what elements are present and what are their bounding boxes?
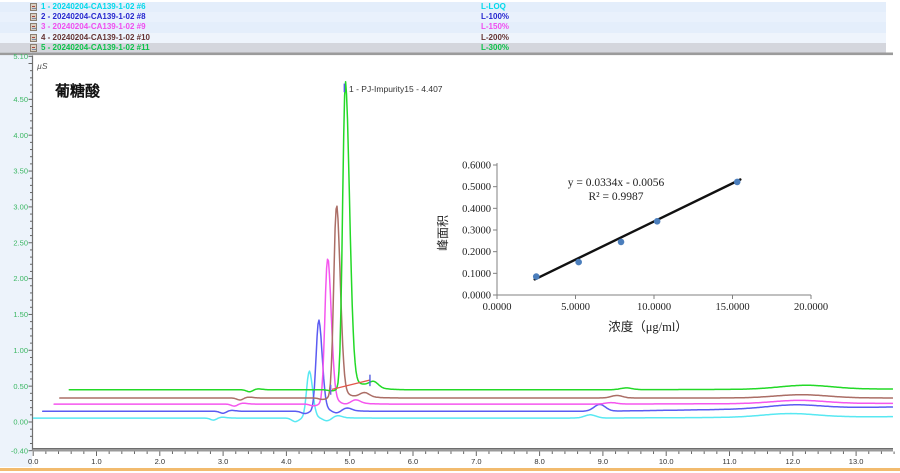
legend-level-label: L-100% — [481, 12, 510, 22]
svg-text:13.0: 13.0 — [849, 457, 864, 466]
svg-text:4.00: 4.00 — [13, 131, 28, 140]
svg-text:0.4000: 0.4000 — [462, 204, 491, 215]
svg-text:5.0: 5.0 — [344, 457, 354, 466]
legend-sample-name: 5 - 20240204-CA139-1-02 #11 — [41, 42, 150, 52]
compound-title: 葡糖酸 — [54, 82, 101, 100]
calibration-point — [575, 258, 582, 266]
svg-text:0.0000: 0.0000 — [483, 302, 512, 313]
trace-l-loq — [33, 370, 893, 423]
svg-text:9.0: 9.0 — [598, 457, 608, 466]
chromatogram-traces — [33, 80, 893, 423]
chromatogram-file-icon — [30, 33, 37, 42]
svg-text:0.50: 0.50 — [13, 382, 28, 391]
svg-text:15.0000: 15.0000 — [715, 302, 749, 313]
legend-row-3[interactable]: 3 - 20240204-CA139-1-02 #9 L-150% — [0, 22, 886, 33]
svg-text:3.00: 3.00 — [13, 203, 28, 212]
calibration-axes: 0.0000 0.1000 0.2000 0.3000 0.4000 0.5000 0.60… — [462, 161, 828, 314]
svg-text:0.0: 0.0 — [28, 457, 38, 466]
svg-text:-0.40: -0.40 — [11, 446, 28, 455]
svg-text:6.0: 6.0 — [408, 457, 418, 466]
calibration-data — [532, 178, 742, 281]
svg-text:4.50: 4.50 — [13, 95, 28, 104]
calibration-equation: y = 0.0334x - 0.0056 — [568, 177, 665, 189]
svg-text:0.6000: 0.6000 — [462, 161, 491, 172]
svg-text:5.0000: 5.0000 — [561, 302, 590, 313]
chromatogram-file-icon — [30, 43, 37, 52]
svg-text:2.50: 2.50 — [13, 238, 28, 247]
svg-text:0.1000: 0.1000 — [462, 269, 491, 280]
legend-sample-name: 4 - 20240204-CA139-1-02 #10 — [41, 32, 150, 42]
legend-level-label: L-200% — [481, 32, 510, 42]
calibration-point — [653, 218, 661, 225]
svg-text:3.0: 3.0 — [218, 457, 228, 466]
calibration-y-axis-title: 峰面积 — [436, 215, 450, 251]
peak-annotation: 1 - PJ-Impurity15 - 4.407 — [349, 84, 443, 94]
chromatogram-plot[interactable]: 5.10 4.50 4.00 3.50 3.00 2.50 2.00 1.50 1.00 0.50… — [0, 52, 900, 473]
calibration-curve-inset[interactable]: 0.0000 0.1000 0.2000 0.3000 0.4000 0.5000 0.60… — [433, 150, 863, 354]
svg-text:0.00: 0.00 — [13, 418, 28, 427]
window-bottom-edge — [0, 468, 900, 471]
legend-sample-name: 2 - 20240204-CA139-1-02 #8 — [41, 12, 146, 22]
peak-integration-markers — [330, 83, 371, 395]
chromatogram-file-icon — [30, 3, 37, 11]
svg-text:8.0: 8.0 — [534, 457, 544, 466]
legend-sample-name: 1 - 20240204-CA139-1-02 #6 — [41, 2, 146, 11]
svg-text:2.0: 2.0 — [155, 457, 165, 466]
calibration-point — [617, 238, 625, 246]
svg-text:1.0: 1.0 — [91, 457, 101, 466]
chromatogram-file-icon — [30, 23, 37, 32]
svg-text:0.3000: 0.3000 — [462, 226, 491, 237]
legend-row-1[interactable]: 1 - 20240204-CA139-1-02 #6 L-LOQ — [0, 2, 886, 13]
legend-row-4[interactable]: 4 - 20240204-CA139-1-02 #10 L-200% — [0, 32, 886, 43]
legend-level-label: L-300% — [481, 42, 510, 52]
svg-text:2.00: 2.00 — [13, 274, 28, 283]
trendline — [533, 178, 742, 281]
svg-text:5.10: 5.10 — [13, 52, 28, 61]
legend-row-2[interactable]: 2 - 20240204-CA139-1-02 #8 L-100% — [0, 12, 886, 23]
svg-text:0.5000: 0.5000 — [462, 182, 491, 193]
chromatogram-file-icon — [30, 13, 37, 22]
trace-l-200% — [59, 205, 893, 401]
svg-text:0.2000: 0.2000 — [462, 247, 491, 258]
trace-l-150% — [53, 258, 893, 407]
svg-text:3.50: 3.50 — [13, 167, 28, 176]
sample-legend: 1 - 20240204-CA139-1-02 #6 L-LOQ 2 - 20240… — [0, 0, 886, 53]
legend-row-5[interactable]: 5 - 20240204-CA139-1-02 #11 L-300% — [0, 42, 886, 53]
legend-sample-name: 3 - 20240204-CA139-1-02 #9 — [41, 22, 146, 32]
svg-text:7.0: 7.0 — [471, 457, 481, 466]
svg-text:20.0000: 20.0000 — [794, 302, 828, 313]
calibration-point — [532, 273, 540, 280]
y-axis-unit-label: µS — [37, 61, 48, 71]
svg-text:4.0: 4.0 — [281, 457, 291, 466]
svg-text:12.0: 12.0 — [785, 457, 800, 466]
chromatogram-axes: 5.10 4.50 4.00 3.50 3.00 2.50 2.00 1.50 1.00 0.50… — [0, 52, 895, 467]
calibration-point — [733, 178, 741, 186]
svg-text:0.0000: 0.0000 — [462, 291, 491, 302]
legend-level-label: L-LOQ — [481, 2, 506, 11]
calibration-r-squared: R² = 0.9987 — [589, 191, 644, 203]
svg-text:1.50: 1.50 — [13, 310, 28, 319]
svg-text:10.0000: 10.0000 — [637, 302, 671, 313]
svg-text:1.00: 1.00 — [13, 346, 28, 355]
svg-text:10.0: 10.0 — [659, 457, 674, 466]
calibration-x-axis-title: 浓度（μg/ml） — [608, 319, 688, 334]
trace-l-100% — [41, 319, 893, 415]
trace-l-300% — [68, 80, 893, 393]
legend-level-label: L-150% — [481, 22, 510, 32]
svg-text:11.0: 11.0 — [722, 457, 736, 466]
